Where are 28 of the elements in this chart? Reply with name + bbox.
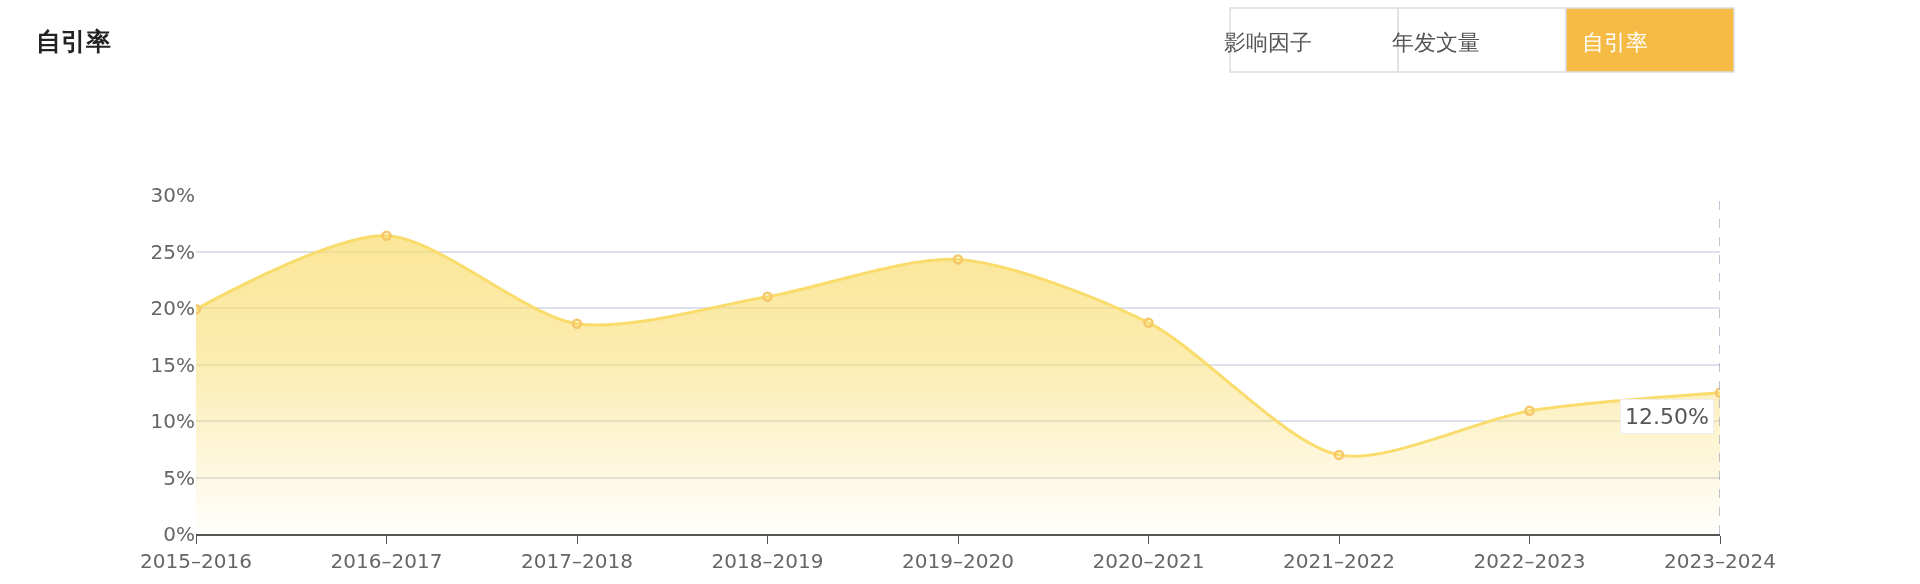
point bbox=[762, 291, 773, 302]
point bbox=[381, 230, 392, 241]
text: 影响因子 bbox=[1224, 30, 1312, 55]
point bbox=[571, 318, 583, 330]
x-tick-label: 2018–2019 bbox=[711, 548, 824, 573]
y-tick-label: 30% bbox=[150, 183, 195, 207]
point bbox=[1333, 449, 1345, 461]
chart-title: 自引率 bbox=[36, 27, 111, 56]
x-tick-label: 2019–2020 bbox=[902, 548, 1014, 573]
text: 年发文量 bbox=[1392, 30, 1480, 55]
text: 自引率 bbox=[1582, 30, 1648, 55]
x-tick-label: 2016–2017 bbox=[330, 548, 443, 573]
x-tick-label: 2023–2024 bbox=[1664, 548, 1776, 573]
x-tick-label: 2020–2021 bbox=[1092, 548, 1205, 573]
x-tick-label: 2021–2022 bbox=[1283, 548, 1395, 573]
point bbox=[1524, 405, 1535, 417]
x-tick-label: 2022–2023 bbox=[1473, 548, 1586, 573]
y-tick-label: 25% bbox=[150, 239, 195, 264]
y-tick-label: 20% bbox=[150, 296, 195, 320]
data-label: 12.50% bbox=[1625, 404, 1709, 429]
x-tick-label: 2015–2016 bbox=[140, 548, 252, 573]
y-tick-label: 0% bbox=[163, 522, 195, 546]
point bbox=[1143, 317, 1154, 328]
y-tick-label: 15% bbox=[150, 352, 195, 377]
y-tick-label: 10% bbox=[150, 409, 195, 433]
y-tick-label: 5% bbox=[163, 465, 195, 490]
point bbox=[952, 254, 964, 265]
x-tick-label: 2017–2018 bbox=[521, 548, 633, 573]
